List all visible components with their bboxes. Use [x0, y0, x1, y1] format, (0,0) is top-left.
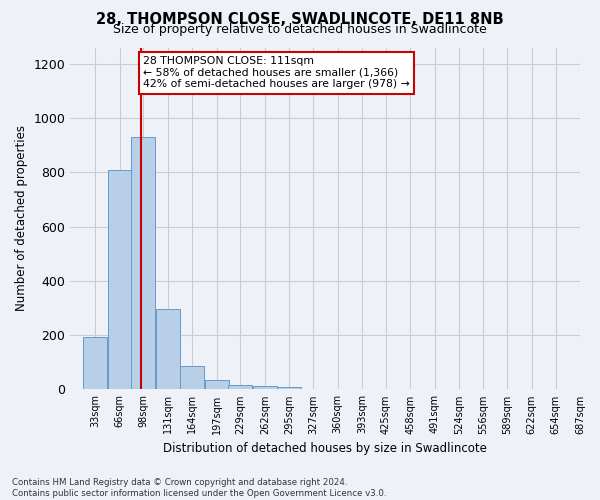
Bar — [277, 388, 301, 390]
Text: 28 THOMPSON CLOSE: 111sqm
← 58% of detached houses are smaller (1,366)
42% of se: 28 THOMPSON CLOSE: 111sqm ← 58% of detac… — [143, 56, 410, 89]
Text: Contains HM Land Registry data © Crown copyright and database right 2024.
Contai: Contains HM Land Registry data © Crown c… — [12, 478, 386, 498]
Bar — [83, 337, 107, 390]
Bar — [229, 384, 253, 390]
Bar — [156, 310, 180, 390]
Bar — [253, 386, 277, 390]
Bar — [180, 366, 204, 390]
Y-axis label: Number of detached properties: Number of detached properties — [15, 126, 28, 312]
Text: 28, THOMPSON CLOSE, SWADLINCOTE, DE11 8NB: 28, THOMPSON CLOSE, SWADLINCOTE, DE11 8N… — [96, 12, 504, 28]
X-axis label: Distribution of detached houses by size in Swadlincote: Distribution of detached houses by size … — [163, 442, 487, 455]
Bar — [131, 137, 155, 390]
Text: Size of property relative to detached houses in Swadlincote: Size of property relative to detached ho… — [113, 22, 487, 36]
Bar — [107, 170, 131, 390]
Bar — [205, 380, 229, 390]
